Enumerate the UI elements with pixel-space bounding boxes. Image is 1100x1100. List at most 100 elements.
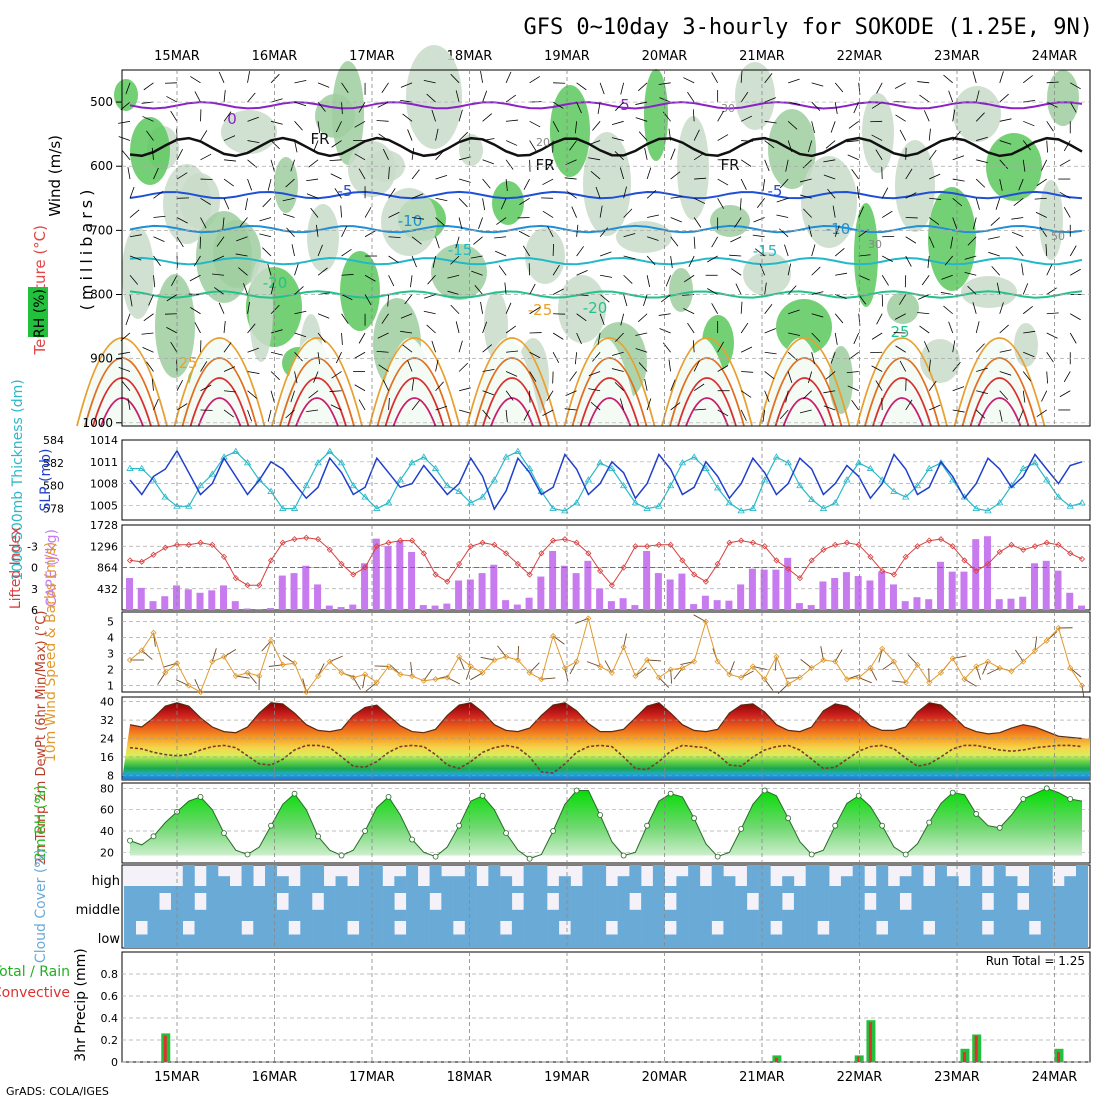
cloud-cell-middle bbox=[817, 893, 830, 921]
wind-speed-marker bbox=[350, 674, 357, 681]
wind-barb bbox=[928, 359, 931, 372]
warm-contour bbox=[669, 357, 745, 427]
wind-barb bbox=[400, 330, 413, 334]
wind-barb bbox=[518, 230, 530, 238]
wind-barb bbox=[905, 236, 917, 244]
thickness-marker bbox=[208, 470, 216, 477]
cloud-cell-middle bbox=[265, 893, 278, 921]
cloud-cell-middle bbox=[876, 893, 889, 921]
cloud-cell-middle bbox=[382, 893, 395, 921]
wind-barb bbox=[638, 131, 648, 141]
wind-barb bbox=[899, 129, 907, 141]
wind-barb bbox=[388, 397, 390, 410]
cape-bar bbox=[396, 541, 404, 610]
lifted-index-marker bbox=[385, 539, 392, 546]
wind-barb bbox=[764, 304, 773, 314]
warm-contour bbox=[969, 377, 1030, 427]
cloud-cell-middle bbox=[970, 893, 983, 921]
cloud-cell-middle bbox=[182, 893, 195, 921]
cloud-cell-middle bbox=[417, 893, 430, 921]
wind-barb bbox=[991, 266, 1001, 276]
wind-speed-marker bbox=[738, 674, 745, 681]
wind-speed-marker bbox=[467, 663, 474, 670]
cape-bars bbox=[126, 536, 1085, 610]
thickness-marker bbox=[608, 464, 616, 471]
cloud-cell-high bbox=[135, 886, 148, 893]
cloud-cell-low bbox=[782, 921, 795, 948]
temp2m-grid bbox=[122, 701, 1090, 776]
rh-marker bbox=[291, 790, 298, 797]
rh-legend-label: RH (%) bbox=[32, 289, 48, 338]
bottom-date-axis: 15MAR 16MAR 17MAR 18MAR 19MAR 20MAR 21MAR 22MAR… bbox=[154, 1070, 1077, 1085]
top-date-label: 24MAR bbox=[1032, 49, 1078, 64]
wind-barb bbox=[787, 140, 793, 153]
wind-barb bbox=[153, 255, 161, 266]
lifted-index-marker bbox=[1020, 546, 1027, 553]
thickness-marker bbox=[725, 499, 734, 506]
wind-barb bbox=[222, 217, 225, 230]
wind-barb bbox=[807, 140, 813, 153]
cloud-cell-low bbox=[817, 934, 830, 948]
wind-barb bbox=[927, 255, 930, 268]
surface-wind-barb bbox=[569, 661, 578, 675]
wind-barb bbox=[683, 274, 695, 283]
cloud-cell-middle bbox=[523, 893, 536, 921]
wind-barb bbox=[423, 310, 436, 315]
wind-barb bbox=[599, 82, 605, 95]
lifted-index-marker bbox=[397, 537, 404, 544]
wind-speed-marker bbox=[338, 669, 345, 676]
wind-barb bbox=[952, 155, 965, 161]
cape-bar bbox=[1007, 598, 1015, 610]
cape-bar bbox=[889, 584, 897, 610]
wind-barb bbox=[802, 390, 812, 400]
wind-barb bbox=[987, 236, 1000, 240]
wind-barb bbox=[614, 151, 624, 161]
wind-barb bbox=[693, 383, 705, 392]
wind-barb bbox=[658, 313, 671, 316]
wind-barb bbox=[823, 159, 836, 163]
cape-bar bbox=[784, 557, 792, 610]
wind-barb bbox=[282, 197, 295, 202]
wind-speed-marker bbox=[397, 671, 404, 678]
wind-barb bbox=[834, 82, 844, 93]
rh-marker bbox=[432, 853, 439, 860]
wind-barb bbox=[542, 178, 554, 186]
bottom-date-label: 15MAR bbox=[154, 1070, 200, 1085]
cloud-cell-middle bbox=[993, 893, 1006, 921]
wind-barb bbox=[190, 76, 201, 84]
wind-barb bbox=[921, 275, 930, 286]
warm-contour bbox=[579, 377, 640, 427]
rh-tick-label: 80 bbox=[100, 782, 114, 795]
wind-barb bbox=[734, 217, 742, 228]
wind-barb bbox=[411, 169, 420, 180]
wind-barb bbox=[802, 159, 812, 169]
wind-barb bbox=[823, 405, 836, 411]
wind-speed-marker bbox=[138, 647, 145, 654]
cloud-cell-high bbox=[147, 886, 160, 893]
wind-barb bbox=[1041, 390, 1048, 402]
wind-speed-marker bbox=[409, 672, 416, 680]
rh-tick-label: 20 bbox=[100, 846, 114, 859]
wind-barb bbox=[552, 332, 564, 340]
surface-wind-barb bbox=[141, 650, 153, 660]
wind-barb bbox=[317, 352, 321, 365]
wind-barb bbox=[975, 409, 986, 419]
cloud-cell-high bbox=[182, 865, 195, 893]
wind-barb bbox=[1021, 263, 1024, 276]
thickness-marker bbox=[631, 499, 640, 506]
cloud-cell-low bbox=[147, 921, 160, 948]
wind-barb bbox=[764, 351, 777, 355]
cloud-cell-low bbox=[265, 921, 278, 948]
wind-barb bbox=[871, 332, 883, 340]
wind-barb bbox=[358, 168, 366, 180]
cloud-cell-low bbox=[1064, 921, 1077, 948]
wind-barb bbox=[435, 236, 440, 249]
wind-barb bbox=[146, 130, 154, 141]
cloud-cell-middle bbox=[429, 909, 442, 921]
wind-barb bbox=[764, 97, 776, 103]
wind-barb bbox=[407, 129, 413, 141]
wind-barb bbox=[306, 193, 319, 199]
wind-barb bbox=[1023, 120, 1035, 127]
